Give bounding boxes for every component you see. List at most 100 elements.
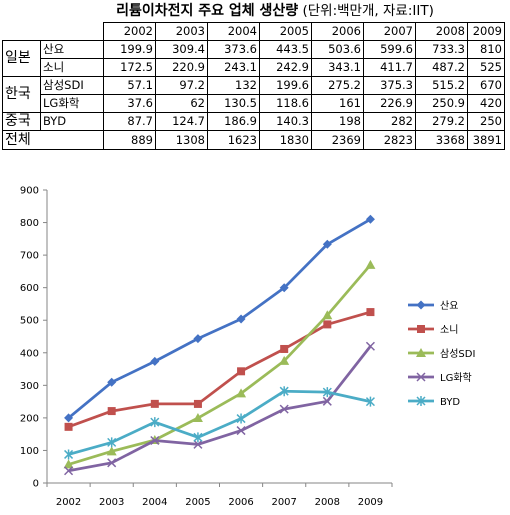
value-cell: 132 [207,76,260,95]
title-main: 리튬이차전지 주요 업체 생산량 [116,3,299,19]
value-cell: 810 [467,40,505,59]
data-point [63,459,74,469]
x-tick-label: 2003 [99,497,124,508]
y-tick-label: 100 [20,446,39,457]
value-cell: 199.9 [103,40,156,59]
y-tick-label: 300 [20,381,39,392]
data-point [322,310,333,320]
data-point [365,341,375,351]
y-tick-label: 700 [20,251,39,262]
legend-label: 소니 [440,324,458,336]
total-value-cell: 2823 [363,130,416,150]
total-label-cell: 전체 [2,130,104,150]
data-point [64,449,74,460]
company-cell: BYD [40,112,104,131]
total-value-cell: 889 [103,130,156,150]
total-value-cell: 3891 [467,130,505,150]
value-cell: 186.9 [207,112,260,131]
country-cell: 일본 [2,40,41,77]
value-cell: 443.5 [259,40,312,59]
data-point [279,404,289,414]
data-point [236,388,247,398]
data-point [236,426,246,436]
legend-label: LG화학 [440,372,472,384]
company-cell: 소니 [40,58,104,77]
data-point [192,413,203,423]
value-cell: 37.6 [103,94,156,113]
total-value-cell: 1308 [155,130,208,150]
data-point [323,320,332,329]
year-header-cell: 2004 [207,22,260,41]
year-header-cell: 2003 [155,22,208,41]
value-cell: 97.2 [155,76,208,95]
company-cell: 산요 [40,40,104,59]
legend-label: 산요 [440,300,458,312]
legend-label: BYD [440,397,460,408]
year-header-cell: 2007 [363,22,416,41]
year-header-cell: 2002 [103,22,156,41]
year-header-cell: 2006 [311,22,364,41]
value-cell: 670 [467,76,505,95]
value-cell: 118.6 [259,94,312,113]
country-cell: 중국 [2,112,41,131]
title-unit: (단위:백만개, 자료:IIT) [302,3,434,19]
value-cell: 275.2 [311,76,364,95]
x-tick-label: 2002 [56,497,81,508]
legend-label: 삼성SDI [440,348,475,360]
total-value-cell: 1623 [207,130,260,150]
value-cell: 411.7 [363,58,416,77]
data-point [322,387,332,398]
data-point [417,325,425,333]
data-point [279,355,290,365]
y-tick-label: 900 [20,186,39,197]
data-point [322,239,332,249]
value-cell: 199.6 [259,76,312,95]
year-header-cell: 2005 [259,22,312,41]
table-row: 일본 산요 199.9 309.4 373.6 443.5 503.6 599.6 733.3 8… [2,40,505,77]
series-line [68,345,372,473]
value-cell: 172.5 [103,58,156,77]
value-cell: 375.3 [363,76,416,95]
value-cell: 140.3 [259,112,312,131]
value-cell: 525 [467,58,505,77]
data-point [150,417,160,428]
production-table: 2002 2003 2004 2005 2006 2007 2008 2009 일본 산요 199.… [2,22,505,150]
value-cell: 220.9 [155,58,208,77]
value-cell: 250.9 [415,94,468,113]
data-point [279,283,289,293]
data-point [236,413,246,424]
data-point [150,356,160,366]
value-cell: 124.7 [155,112,208,131]
data-point [107,437,117,448]
value-cell: 130.5 [207,94,260,113]
series-line [68,310,371,429]
value-cell: 733.3 [415,40,468,59]
x-tick-label: 2004 [142,497,167,508]
value-cell: 87.7 [103,112,156,131]
value-cell: 243.1 [207,58,260,77]
data-point [237,367,246,376]
data-point [107,407,116,416]
total-row: 전체 889 1308 1623 1830 2369 2823 3368 3891 [2,130,505,150]
data-point [64,422,73,431]
y-tick-label: 500 [20,316,39,327]
x-tick-label: 2005 [185,497,210,508]
y-tick-label: 400 [20,348,39,359]
year-header-cell: 2009 [467,22,505,41]
company-cell: 삼성SDI [40,76,104,95]
data-point [150,435,160,446]
total-value-cell: 2369 [311,130,364,150]
data-point [193,439,203,449]
value-cell: 373.6 [207,40,260,59]
x-tick-label: 2008 [315,497,340,508]
value-cell: 309.4 [155,40,208,59]
value-cell: 420 [467,94,505,113]
country-cell: 한국 [2,76,41,113]
series-line [68,389,371,456]
total-value-cell: 3368 [415,130,468,150]
data-point [236,314,246,324]
value-cell: 226.9 [363,94,416,113]
series-line [68,263,372,466]
data-point [366,308,375,317]
value-cell: 250 [467,112,505,131]
